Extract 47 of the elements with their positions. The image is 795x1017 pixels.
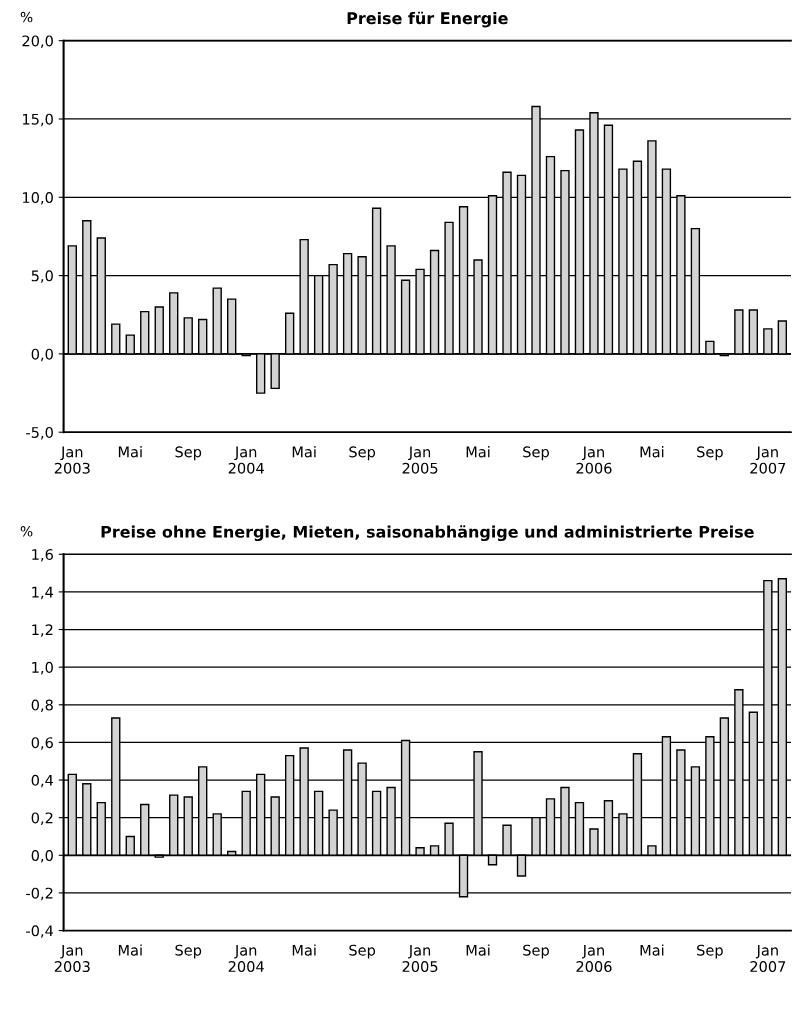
x-tick-label: Mai — [640, 446, 664, 458]
x-tick-label: Sep — [175, 944, 202, 959]
x-tick-label: Jan 2006 — [576, 944, 612, 973]
x-tick-label: Jan 2005 — [402, 446, 438, 474]
x-tick-label: Jan 2003 — [54, 944, 90, 973]
y-tick-label: 1,4 — [32, 586, 54, 600]
x-tick-label: Mai — [118, 944, 142, 956]
y-axis-title: % — [20, 526, 33, 537]
y-axis-title: % — [20, 11, 33, 23]
x-tick-label: Sep — [697, 446, 723, 461]
x-tick-label: Jan 2006 — [576, 446, 612, 474]
chart-title: Preise für Energie — [347, 11, 508, 28]
chart-title: Preise ohne Energie, Mieten, saisonabhängige und administrierte Preise — [101, 525, 754, 542]
x-tick-label: Sep — [175, 446, 202, 461]
y-tick-label: 0,0 — [31, 348, 53, 362]
x-tick-label: Jan 2004 — [228, 944, 264, 973]
x-tick-label: Mai — [292, 944, 316, 956]
y-tick-label: 15,0 — [23, 113, 53, 127]
y-tick-label: 0,2 — [31, 812, 53, 825]
y-tick-label: 10,0 — [23, 192, 53, 205]
y-tick-label: -0,2 — [26, 887, 53, 901]
x-tick-label: Mai — [466, 446, 490, 458]
x-tick-label: Sep — [349, 944, 376, 959]
x-tick-label: Mai — [292, 446, 316, 458]
x-tick-label: Sep — [523, 944, 549, 959]
y-tick-label: 5,0 — [31, 270, 53, 283]
x-tick-label: Mai — [466, 944, 490, 956]
x-tick-label: Mai — [118, 446, 142, 458]
x-tick-label: Sep — [697, 944, 723, 959]
x-tick-label: Jan 2007 — [750, 446, 786, 474]
y-tick-label: 20,0 — [22, 35, 53, 48]
y-tick-label: 1,0 — [32, 661, 53, 675]
y-tick-label: 0,6 — [31, 737, 53, 750]
y-tick-label: -5,0 — [26, 426, 53, 440]
x-tick-label: Jan 2003 — [54, 446, 90, 474]
y-tick-label: 0,0 — [31, 850, 53, 863]
x-tick-label: Jan 2007 — [750, 944, 786, 973]
y-tick-label: 1,2 — [32, 624, 53, 637]
y-tick-label: 1,6 — [32, 548, 53, 562]
y-tick-label: -0,4 — [26, 925, 54, 938]
x-tick-label: Jan 2004 — [228, 446, 264, 474]
x-tick-label: Sep — [349, 446, 376, 461]
x-tick-label: Sep — [523, 446, 549, 461]
x-tick-label: Mai — [640, 944, 664, 956]
x-tick-label: Jan 2005 — [402, 944, 438, 973]
y-tick-label: 0,8 — [31, 699, 53, 713]
y-tick-label: 0,4 — [31, 774, 54, 788]
